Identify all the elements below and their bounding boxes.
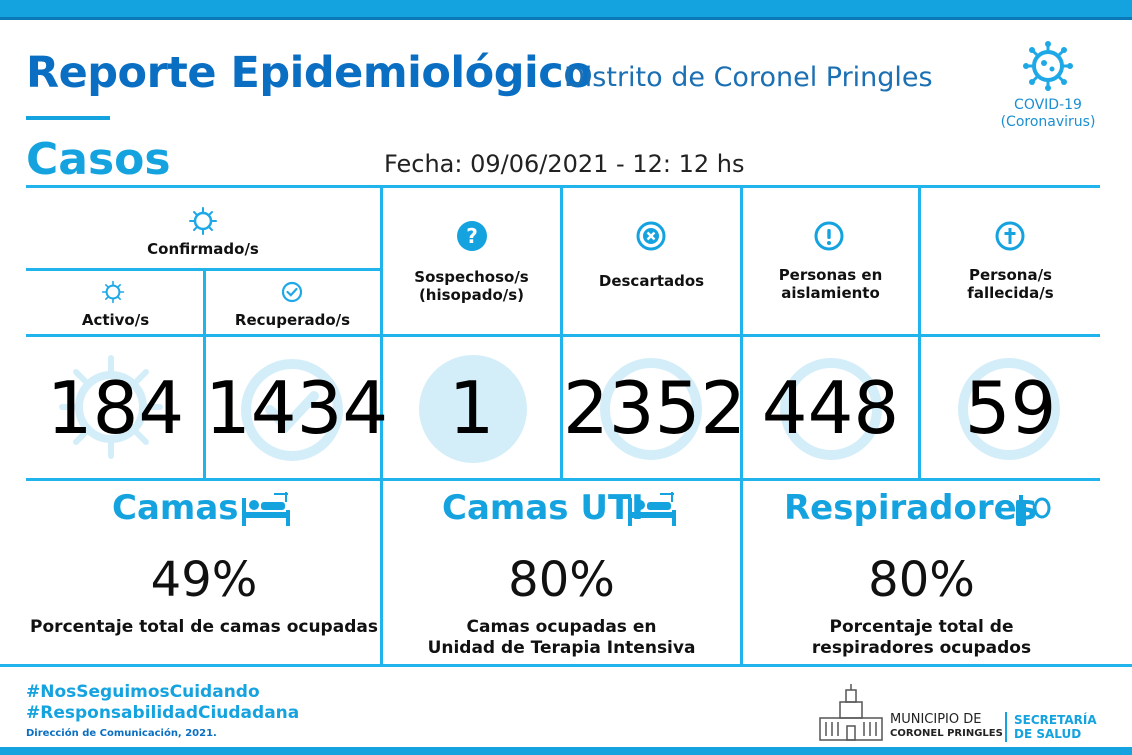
discarded-label: Descartados [598,272,705,290]
cross-icon [995,221,1025,251]
deceased-count: 59 [964,366,1057,450]
cases-heading: Casos [26,134,171,185]
bed-icon [628,492,676,526]
svg-text:?: ? [466,224,478,248]
virus-icon [189,207,217,235]
isolation-label: Personas en aislamiento [778,266,883,302]
health-secretariat: SECRETARÍA DE SALUD [1014,713,1097,741]
beds-description: Porcentaje total de camas ocupadas [30,617,378,637]
active-label: Activo/s [81,311,150,329]
beds-title: Camas [112,488,239,528]
credit-text: Dirección de Comunicación, 2021. [26,728,217,739]
icu-description: Camas ocupadas en Unidad de Terapia Inte… [427,617,696,658]
exclamation-watermark-icon [780,358,882,460]
x-circle-icon [636,221,666,251]
covid-logo-text: COVID-19 (Coronavirus) [1000,97,1096,130]
grid-line [918,185,921,480]
coronavirus-icon [1023,41,1073,91]
recovered-count: 1434 [205,366,389,450]
virus-icon [101,280,125,304]
grid-line [26,334,1100,337]
grid-line [203,268,206,480]
confirmed-label: Confirmado/s [147,240,259,258]
municipal-building-icon [819,684,883,741]
question-icon: ? [457,221,487,251]
x-watermark-icon [600,358,702,460]
grid-line [26,185,1100,188]
respirator-icon [1016,495,1051,526]
respirators-description: Porcentaje total de respiradores ocupado… [811,617,1032,658]
suspected-label: Sospechoso/s (hisopado/s) [414,268,529,304]
title-underline [26,116,110,120]
beds-percentage: 49% [150,552,258,608]
question-watermark-icon [419,355,527,463]
footer-separator [1005,712,1007,742]
respirators-title: Respiradores [784,488,1037,528]
bed-icon [242,492,290,526]
municipality-name: MUNICIPIO DE CORONEL PRINGLES [890,712,1003,740]
exclamation-icon [814,221,844,251]
deceased-label: Persona/s fallecida/s [967,266,1054,302]
report-subtitle: Distrito de Coronel Pringles [564,62,933,93]
cross-watermark-icon [958,358,1060,460]
icu-percentage: 80% [508,552,615,608]
active-count: 184 [46,366,185,450]
isolation-count: 448 [761,366,900,450]
check-watermark-icon [241,359,343,461]
top-bar [0,0,1132,20]
suspected-count: 1 [448,366,495,450]
grid-line [26,478,1100,481]
icu-title: Camas UTI [442,488,644,528]
respirators-percentage: 80% [868,552,975,608]
grid-line [380,185,383,665]
grid-line [0,664,1132,667]
hashtag-responsabilidad: #ResponsabilidadCiudadana [26,703,300,723]
check-circle-icon [281,281,303,303]
virus-watermark-icon [59,355,163,459]
discarded-count: 2352 [563,366,747,450]
grid-line [560,185,563,480]
report-date: Fecha: 09/06/2021 - 12: 12 hs [384,150,745,178]
hashtag-cuidando: #NosSeguimosCuidando [26,682,260,702]
bottom-bar [0,747,1132,755]
recovered-label: Recuperado/s [234,311,351,329]
report-title: Reporte Epidemiológico [26,48,593,98]
grid-line [740,185,743,665]
